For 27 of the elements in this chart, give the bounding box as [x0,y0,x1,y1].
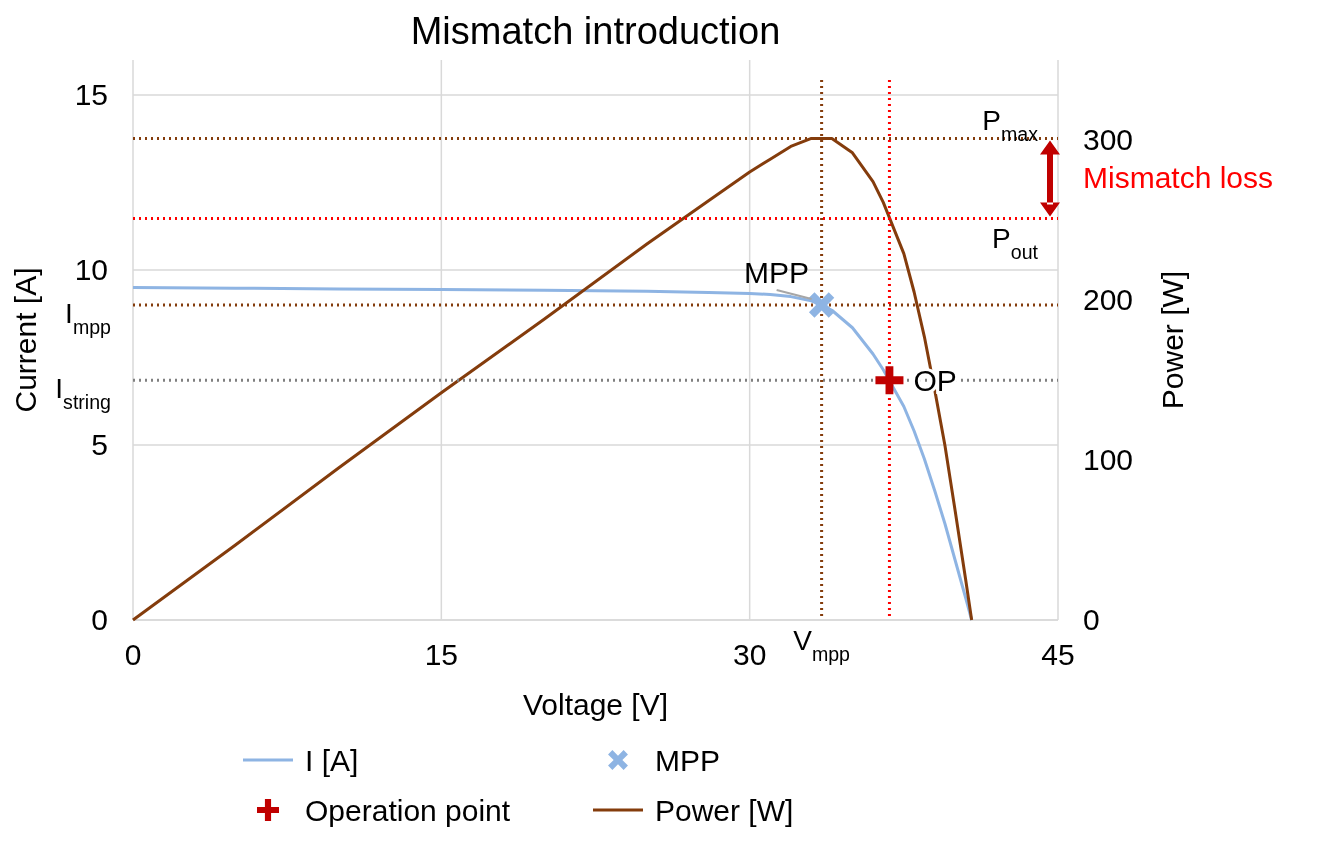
y-tick-label: 5 [91,428,108,461]
y-tick-label: 15 [74,78,108,111]
y2-tick-label: 0 [1083,603,1100,636]
annotation: MPP [744,256,810,289]
y-tick-label: 10 [74,253,108,286]
y-tick-label: 0 [91,603,108,636]
x-tick-label: 30 [732,638,767,671]
ref-line-label: P$_{max}$ [982,105,1039,146]
y-axis-title: Current [A] [9,267,42,413]
legend-label: Power [W] [655,794,794,827]
legend-label: I [A] [305,744,359,777]
x-axis-title: Voltage [V] [522,688,669,721]
y2-axis-title: Power [W] [1156,270,1189,410]
ref-line-label: I$_{mpp}$ [65,298,112,338]
y2-tick-label: 100 [1083,443,1134,476]
chart-title: Mismatch introduction [410,10,781,52]
x-tick-label: 0 [124,638,142,671]
ref-line-label: I$_{string}$ [55,373,111,414]
ref-line-label: V$_{mpp}$ [793,625,851,665]
y2-tick-label: 300 [1083,123,1134,156]
x-tick-label: 45 [1041,638,1075,671]
ref-line-label: P$_{out}$ [992,223,1039,264]
text: Mismatch loss [1083,161,1274,195]
legend-label: Operation point [305,794,511,827]
x-tick-label: 15 [424,638,459,671]
y2-tick-label: 200 [1083,283,1134,316]
legend-label: MPP [655,744,721,777]
